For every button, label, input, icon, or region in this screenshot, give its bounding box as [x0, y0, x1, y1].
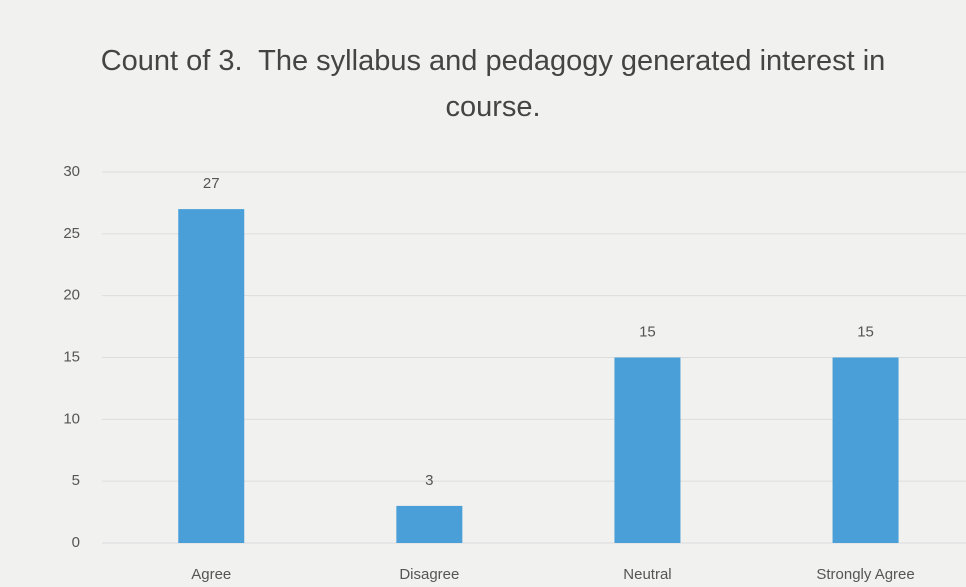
bar [832, 357, 899, 543]
y-tick-label: 15 [63, 348, 80, 365]
y-tick-label: 5 [72, 472, 80, 489]
bar [396, 505, 463, 543]
chart-title: Count of 3. The syllabus and pedagogy ge… [100, 45, 894, 123]
y-tick-label: 30 [63, 163, 80, 180]
bar [178, 209, 245, 543]
data-label: 27 [203, 175, 220, 192]
y-tick-label: 0 [72, 534, 80, 551]
data-label: 15 [639, 323, 656, 340]
bar [614, 357, 681, 543]
y-tick-label: 25 [63, 225, 80, 242]
x-tick-label: Agree [191, 566, 231, 583]
data-label: 3 [425, 472, 433, 489]
x-tick-label: Disagree [399, 566, 459, 583]
x-tick-label: Neutral [623, 566, 671, 583]
x-tick-label: Strongly Agree [816, 566, 914, 583]
y-tick-label: 20 [63, 287, 80, 304]
data-label: 15 [857, 323, 874, 340]
y-tick-label: 10 [63, 410, 80, 427]
